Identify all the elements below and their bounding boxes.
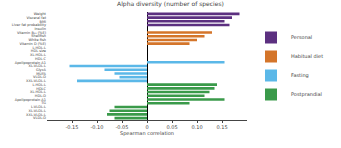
svg-text:Fasting: Fasting (291, 72, 309, 79)
svg-text:Shellfish: Shellfish (31, 34, 46, 38)
svg-text:Habitual diet: Habitual diet (291, 53, 323, 59)
svg-text:Visceral fat: Visceral fat (26, 16, 46, 20)
svg-text:Insulin: Insulin (35, 27, 46, 31)
svg-text:XL-VLDL-L: XL-VLDL-L (29, 109, 47, 113)
svg-text:L-HDL-L: L-HDL-L (32, 46, 46, 50)
svg-text:White fish: White fish (28, 38, 46, 42)
svg-text:0.15: 0.15 (216, 124, 227, 130)
svg-text:XL-HDL-L: XL-HDL-L (30, 90, 46, 94)
svg-text:HDL size: HDL size (31, 49, 46, 53)
svg-text:TG: TG (40, 101, 46, 105)
svg-text:-0.05: -0.05 (116, 124, 129, 130)
svg-text:VLDL-D: VLDL-D (33, 116, 46, 120)
svg-text:XXL-VLDL-L: XXL-VLDL-L (26, 113, 46, 117)
svg-text:Liver fat probability: Liver fat probability (12, 23, 46, 27)
svg-text:-0.10: -0.10 (91, 124, 104, 130)
svg-text:GlycA: GlycA (36, 68, 47, 72)
svg-text:Apolipoprotein A1: Apolipoprotein A1 (15, 61, 46, 65)
svg-text:XL-VLDL-L: XL-VLDL-L (29, 64, 47, 68)
svg-text:Vitamin D (%E): Vitamin D (%E) (19, 42, 46, 46)
svg-text:Postprandial: Postprandial (291, 91, 322, 98)
svg-text:0.10: 0.10 (191, 124, 202, 130)
svg-text:Personal: Personal (291, 34, 312, 40)
svg-text:XL-HDL-L: XL-HDL-L (30, 53, 46, 57)
svg-text:HDL-C: HDL-C (35, 57, 46, 61)
svg-text:-0.15: -0.15 (66, 124, 79, 130)
svg-text:0.05: 0.05 (166, 124, 177, 130)
svg-text:L-VLDL-L: L-VLDL-L (31, 105, 46, 109)
svg-text:HDLC: HDLC (36, 87, 46, 91)
svg-text:0: 0 (145, 124, 148, 130)
svg-text:BMI: BMI (40, 20, 46, 24)
svg-text:Spearman correlation: Spearman correlation (120, 130, 174, 137)
svg-text:Apolipoprotein A1: Apolipoprotein A1 (15, 98, 46, 102)
svg-text:XXL-VLDL-L: XXL-VLDL-L (26, 79, 46, 83)
svg-text:Weight: Weight (34, 12, 47, 16)
svg-text:Vitamin B₁₂ (%E): Vitamin B₁₂ (%E) (17, 31, 47, 35)
svg-text:MUFA: MUFA (36, 72, 46, 76)
svg-text:VLDL-D: VLDL-D (33, 75, 46, 79)
svg-text:Alpha diversity (number of spe: Alpha diversity (number of species) (117, 0, 224, 8)
svg-text:HDL-D: HDL-D (35, 94, 46, 98)
svg-text:L-HDL-L: L-HDL-L (32, 83, 46, 87)
